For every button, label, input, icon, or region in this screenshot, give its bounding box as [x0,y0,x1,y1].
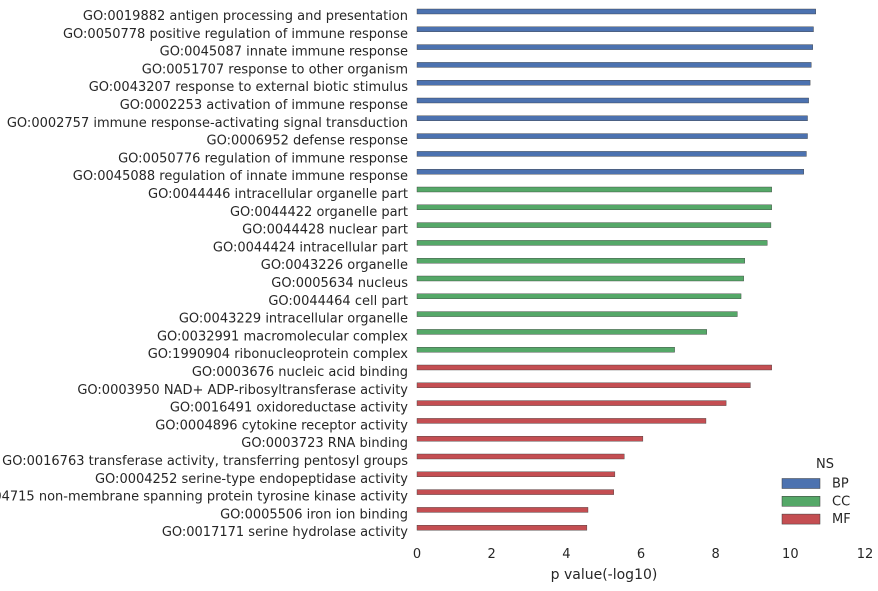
category-label: GO:0050778 positive regulation of immune… [63,27,408,42]
category-label: GO:0043207 response to external biotic s… [89,80,409,95]
legend-label-mf: MF [832,512,851,527]
x-tick-label: 4 [562,547,570,562]
bar-mf [416,471,616,477]
category-label: GO:0002757 immune response-activating si… [7,116,408,131]
category-label: GO:0044428 nuclear part [242,223,408,238]
category-label: GO:0006952 defense response [207,134,409,149]
bar-cc [416,293,742,299]
bar-cc [416,222,772,228]
category-label: GO:0044446 intracellular organelle part [148,187,408,202]
bar-cc [416,204,772,211]
bar-mf [416,364,772,371]
bar-bp [416,8,816,15]
legend-swatch-bp [781,478,821,489]
category-label: GO:0004715 non-membrane spanning protein… [0,490,408,505]
bars-layer [416,8,816,531]
category-label: GO:1990904 ribonucleoprotein complex [148,347,409,362]
bar-mf [416,382,751,388]
category-label: GO:0044422 organelle part [230,205,408,220]
x-tick-label: 2 [488,547,496,562]
category-label: GO:0019882 antigen processing and presen… [83,9,408,24]
bar-mf [416,400,727,406]
category-label: GO:0045087 innate immune response [160,45,408,60]
category-labels: GO:0019882 antigen processing and presen… [0,9,408,540]
bar-bp [416,133,808,139]
x-axis-label: p value(-log10) [551,567,658,583]
bar-mf [416,418,707,424]
category-label: GO:0016491 oxidoreductase activity [170,401,408,416]
x-axis-ticks: 0 2 4 6 8 10 12 [413,547,873,562]
category-label: GO:0003950 NAD+ ADP-ribosyltransferase a… [77,383,408,398]
category-label: GO:0044464 cell part [268,294,408,309]
category-label: GO:0045088 regulation of innate immune r… [73,169,408,184]
legend-label-bp: BP [832,477,849,492]
category-label: GO:0043226 organelle [261,258,408,273]
bar-bp [416,26,814,32]
legend-entries: BP CC MF [781,477,851,527]
bar-cc [416,329,707,335]
bar-mf [416,525,588,531]
category-label: GO:0050776 regulation of immune response [118,151,408,166]
bar-mf [416,489,614,495]
category-label: GO:0017171 serine hydrolase activity [162,525,408,540]
bar-bp [416,115,808,122]
x-tick-label: 0 [413,547,421,562]
category-label: GO:0051707 response to other organism [142,62,408,77]
bar-bp [416,62,812,68]
category-label: GO:0032991 macromolecular complex [157,329,408,344]
bar-cc [416,311,738,317]
category-label: GO:0044424 intracellular part [213,240,408,255]
legend-swatch-mf [781,513,821,525]
bar-bp [416,151,807,157]
legend: NS BP CC MF [781,457,851,527]
bar-cc [416,275,744,282]
bar-bp [416,97,809,104]
category-label: GO:0043229 intracellular organelle [179,312,408,327]
bar-mf [416,436,644,442]
bar-cc [416,347,675,353]
bar-cc [416,258,745,264]
bar-cc [416,240,768,246]
category-label: GO:0004896 cytokine receptor activity [155,418,408,433]
legend-swatch-cc [781,496,821,507]
bar-bp [416,79,811,86]
category-label: GO:0005506 iron ion binding [220,507,408,522]
bar-mf [416,507,589,513]
bar-bp [416,168,804,175]
bar-mf [416,453,625,460]
category-label: GO:0003723 RNA binding [241,436,408,451]
category-label: GO:0002253 activation of immune response [120,98,408,113]
x-tick-label: 12 [857,547,874,562]
legend-label-cc: CC [832,494,850,509]
category-label: GO:0003676 nucleic acid binding [192,365,408,380]
bar-bp [416,44,813,50]
category-label: GO:0004252 serine-type endopeptidase act… [95,472,408,487]
x-tick-label: 8 [712,547,720,562]
category-label: GO:0005634 nucleus [271,276,408,291]
legend-title: NS [816,457,834,472]
x-tick-label: 10 [782,547,799,562]
bar-cc [416,186,772,193]
x-tick-label: 6 [637,547,645,562]
category-label: GO:0016763 transferase activity, transfe… [2,454,408,469]
